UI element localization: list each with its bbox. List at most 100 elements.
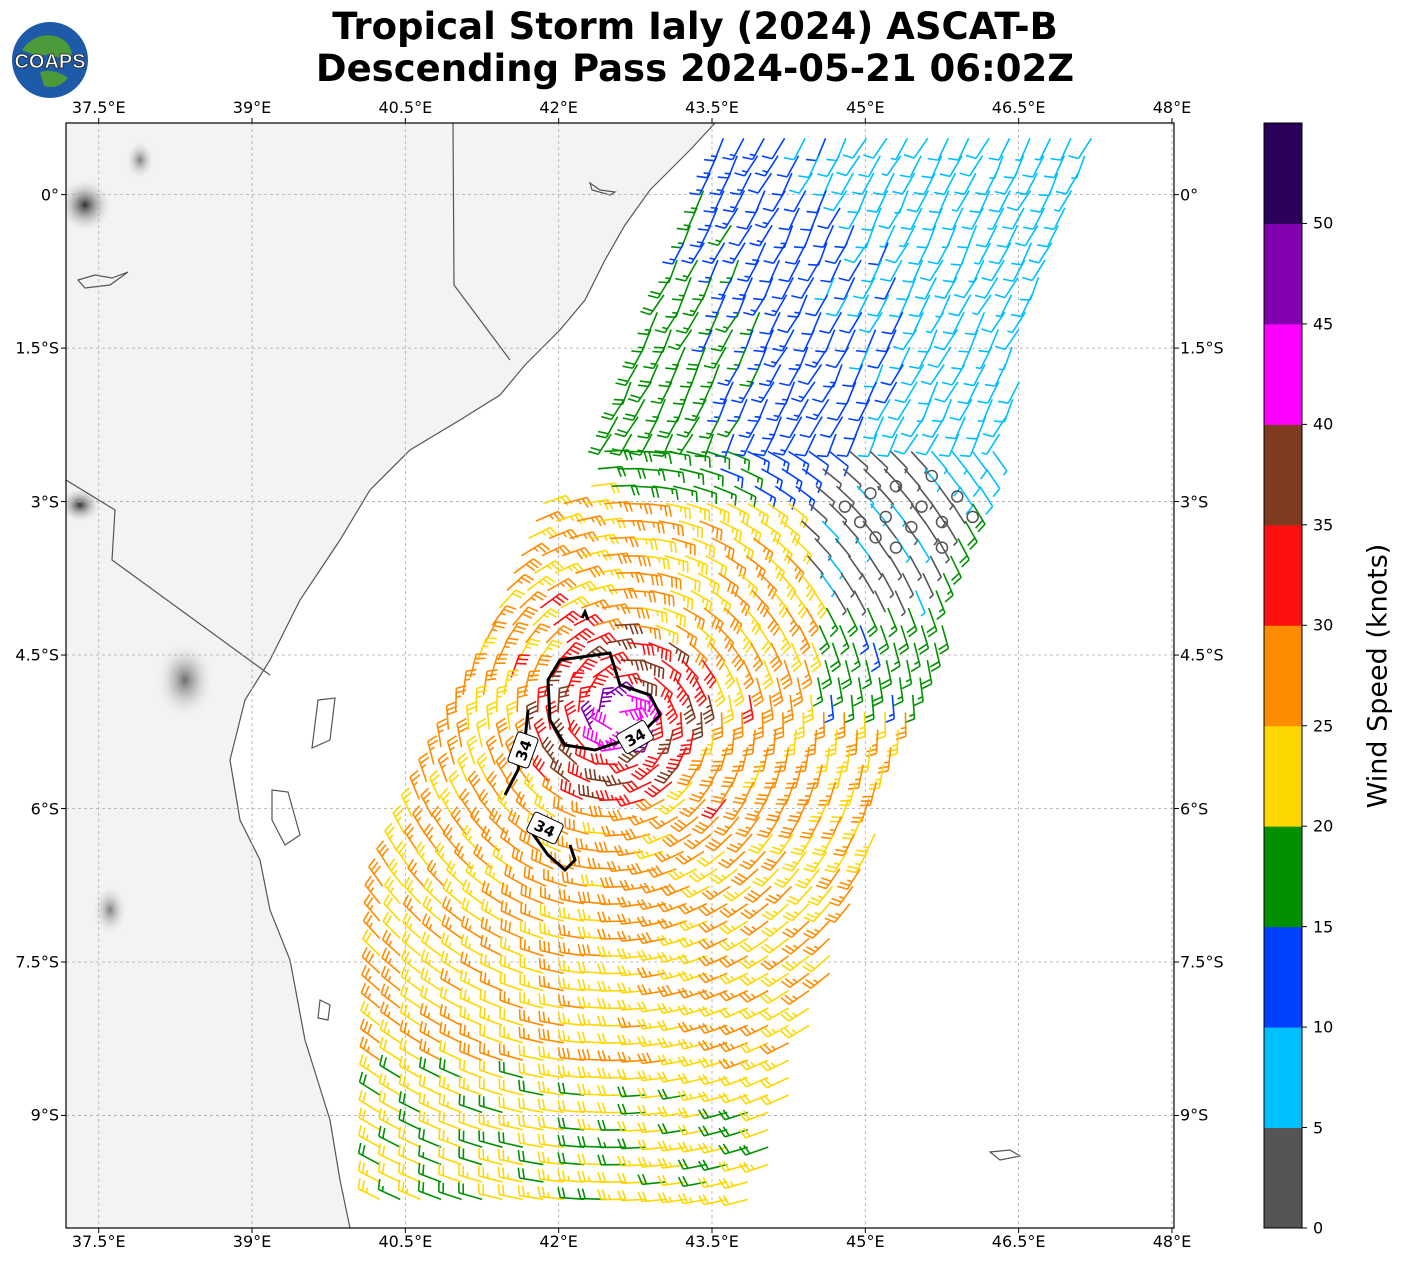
- wind-barb-144: [880, 259, 903, 282]
- lon-label-top-0: 37.5°E: [71, 98, 126, 117]
- wind-barb-94: [1043, 207, 1066, 231]
- wind-barb-1119: [459, 1022, 483, 1044]
- wind-barb-204: [925, 311, 945, 334]
- terrain-dark-1: [66, 177, 113, 233]
- wind-barb-296: [805, 398, 830, 421]
- wind-barb-862: [423, 823, 439, 852]
- wind-barb-1315: [718, 1195, 748, 1207]
- wind-barb-563: [553, 610, 582, 627]
- wind-barb-948: [677, 902, 708, 915]
- wind-barb-426: [951, 503, 966, 525]
- wind-barb-13: [965, 137, 990, 160]
- wind-barb-892: [530, 848, 554, 870]
- wind-barb-1034: [538, 957, 564, 975]
- wind-barb-771: [495, 753, 509, 783]
- wind-barb-468: [895, 537, 911, 564]
- wind-barb-607: [497, 637, 519, 661]
- lat-label-right-2: 3°S: [1180, 492, 1209, 512]
- wind-barb-257: [823, 364, 843, 388]
- wind-barb-396: [795, 485, 816, 511]
- wind-barb-1145: [557, 1047, 585, 1061]
- chart-title-line2: Descending Pass 2024-05-21 06:02Z: [315, 47, 1075, 90]
- wind-barb-706: [590, 706, 613, 731]
- wind-barb-0: [703, 138, 725, 162]
- wind-barb-353: [747, 450, 770, 473]
- wind-barb-1234: [677, 1124, 708, 1136]
- colorbar-swatch-3: [1264, 826, 1302, 928]
- wind-barb-98: [728, 224, 753, 247]
- wind-barb-1040: [657, 968, 687, 981]
- wind-barb-1045: [760, 972, 790, 988]
- wind-barb-177: [764, 294, 788, 317]
- wind-barb-120: [784, 242, 808, 265]
- wind-barb-531: [812, 590, 828, 620]
- wind-barb-1093: [379, 1001, 401, 1027]
- wind-barb-155: [711, 277, 733, 300]
- wind-barb-796: [523, 773, 543, 800]
- wind-barb-1079: [538, 993, 564, 1009]
- wind-barb-521: [608, 587, 638, 600]
- wind-barb-74: [1030, 190, 1052, 213]
- wind-barb-601: [851, 642, 861, 673]
- wind-barb-1086: [677, 1004, 708, 1016]
- wind-barb-1107: [657, 1019, 687, 1032]
- wind-barb-808: [766, 798, 788, 822]
- wind-barb-722: [456, 718, 469, 748]
- wind-barb-166: [934, 277, 958, 300]
- wind-barb-228: [622, 346, 645, 370]
- wind-barb-913: [465, 861, 486, 887]
- wind-barb-677: [495, 684, 508, 713]
- wind-barb-901: [709, 868, 739, 885]
- wind-barb-522: [629, 589, 657, 603]
- wind-barb-372: [720, 468, 744, 489]
- wind-barb-124: [868, 242, 889, 266]
- wind-barb-616: [681, 659, 699, 688]
- wind-barb-479: [664, 555, 689, 573]
- wind-barb-790: [409, 769, 421, 800]
- wind-barb-628: [921, 660, 933, 690]
- terrain-dark-4: [125, 140, 155, 180]
- wind-barb-1279: [377, 1161, 401, 1183]
- colorbar-title: Wind Speed (knots): [1362, 543, 1394, 809]
- wind-barb-983: [441, 914, 463, 940]
- wind-barb-1150: [657, 1054, 687, 1066]
- wind-barb-414: [706, 502, 730, 524]
- wind-barb-390: [672, 485, 698, 503]
- wind-barb-576: [818, 625, 830, 655]
- wind-barb-665: [722, 694, 735, 725]
- wind-barb-1307: [557, 1187, 585, 1201]
- wind-barb-434: [658, 520, 684, 537]
- wind-barb-514: [922, 572, 934, 599]
- wind-barb-1120: [479, 1024, 503, 1044]
- wind-barb-996: [698, 937, 728, 950]
- wind-barb-1: [722, 137, 745, 161]
- wind-barb-1028: [420, 949, 442, 974]
- wind-barb-1152: [697, 1056, 728, 1069]
- wind-barb-273: [750, 381, 775, 403]
- wind-barb-939: [500, 882, 524, 905]
- wind-barb-1051: [420, 967, 442, 992]
- wind-barb-816: [459, 788, 474, 818]
- wind-barb-167: [953, 277, 978, 299]
- wind-barb-799: [577, 784, 604, 801]
- wind-barb-1007: [460, 933, 483, 957]
- wind-barb-928: [765, 885, 793, 905]
- wind-barb-515: [942, 572, 954, 603]
- wind-barb-447: [923, 520, 939, 546]
- wind-barb-926: [722, 885, 752, 902]
- wind-barb-683: [619, 707, 649, 721]
- wind-barb-106: [898, 224, 916, 248]
- wind-barb-1100: [518, 1009, 544, 1027]
- wind-barb-1049: [380, 965, 401, 992]
- wind-barb-1206: [517, 1097, 544, 1114]
- wind-barb-492: [929, 555, 942, 582]
- colorbar-swatch-6: [1264, 524, 1302, 626]
- wind-barb-349: [665, 450, 692, 466]
- wind-barb-806: [722, 798, 747, 821]
- wind-barb-797: [541, 775, 563, 800]
- lat-label-right-3: 4.5°S: [1180, 645, 1224, 665]
- wind-barb-1187: [557, 1082, 585, 1096]
- wind-barb-153: [672, 277, 692, 301]
- wind-barb-261: [900, 364, 925, 386]
- wind-barb-297: [826, 398, 850, 421]
